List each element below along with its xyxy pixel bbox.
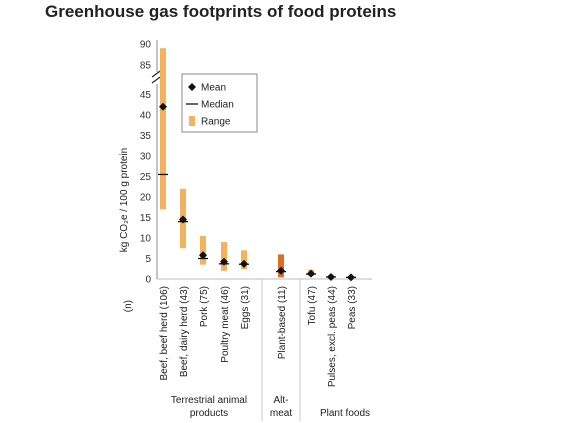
mean-marker (179, 215, 187, 224)
range-bar (241, 250, 247, 270)
mean-marker (307, 269, 315, 278)
y-tick-label: 30 (140, 152, 152, 163)
category-label: Beef, dairy herd (43) (179, 286, 190, 377)
mean-marker (220, 257, 228, 266)
y-tick-label: 20 (140, 193, 152, 204)
n-label: (n) (123, 300, 134, 312)
y-tick-label: 15 (140, 213, 152, 224)
category-label: Pork (75) (199, 286, 210, 327)
group-label: Terrestrial animal (171, 395, 247, 406)
legend-label: Mean (201, 83, 226, 94)
mean-marker (199, 251, 207, 260)
category-label: Eggs (31) (240, 286, 251, 329)
y-tick-label: 25 (140, 172, 152, 183)
legend-label: Median (201, 100, 234, 111)
group-label: Plant foods (320, 408, 370, 419)
mean-marker (240, 259, 248, 268)
category-label: Poultry meat (46) (220, 286, 231, 363)
mean-marker (347, 273, 355, 282)
chart-title: Greenhouse gas footprints of food protei… (45, 2, 397, 21)
y-tick-label: 5 (145, 254, 151, 265)
legend-mean-icon (188, 83, 196, 91)
legend-range-icon (189, 116, 195, 126)
mean-marker (327, 272, 335, 281)
category-label: Beef, beef herd (106) (159, 286, 170, 381)
y-axis-label: kg CO₂e / 100 g protein (119, 148, 130, 253)
y-tick-label: 85 (140, 61, 152, 72)
group-label: products (190, 408, 228, 419)
range-bar (160, 48, 166, 210)
range-bar (278, 254, 284, 278)
y-tick-label: 45 (140, 90, 152, 101)
group-label: Alt- (274, 395, 289, 406)
legend-label: Range (201, 117, 231, 128)
y-tick-label: 35 (140, 131, 152, 142)
group-label: meat (270, 408, 292, 419)
mean-marker (277, 266, 285, 275)
category-label: Peas (33) (347, 286, 358, 329)
y-tick-label: 90 (140, 40, 152, 51)
y-tick-label: 40 (140, 111, 152, 122)
mean-marker (159, 102, 167, 111)
range-bar (200, 235, 206, 265)
category-label: Pulses, excl. peas (44) (327, 286, 338, 387)
y-tick-label: 10 (140, 234, 152, 245)
category-label: Tofu (47) (307, 286, 318, 325)
range-bar (221, 242, 227, 271)
category-label: Plant-based (11) (277, 286, 288, 359)
y-tick-label: 0 (145, 275, 151, 286)
